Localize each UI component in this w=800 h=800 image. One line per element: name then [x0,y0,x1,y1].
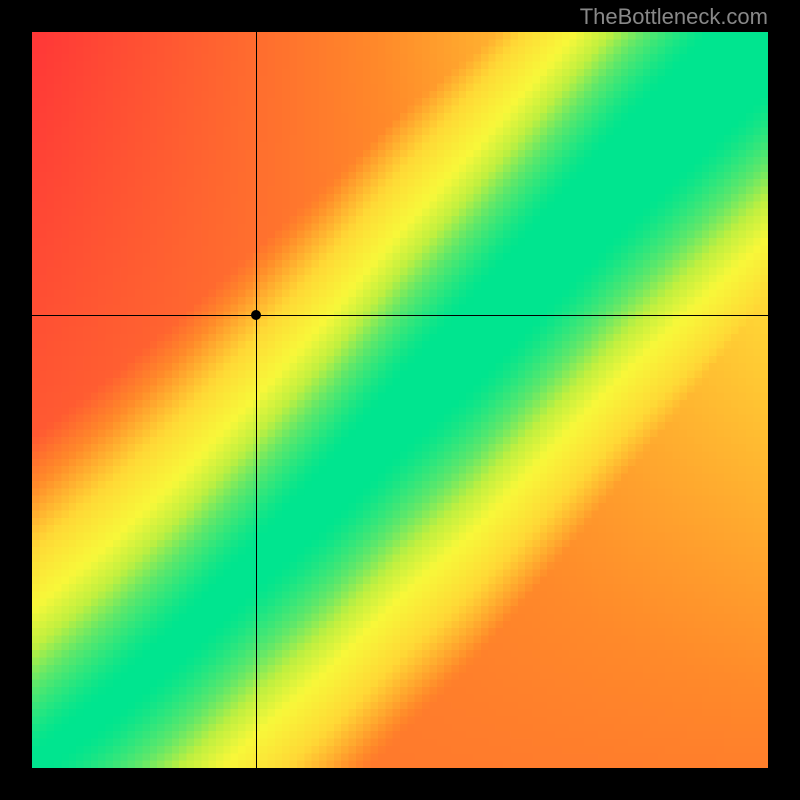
page: TheBottleneck.com [0,0,800,800]
crosshair-marker [251,310,261,320]
watermark-text: TheBottleneck.com [580,4,768,30]
heatmap-canvas [32,32,768,768]
chart-area [32,32,768,768]
crosshair-horizontal [32,315,768,316]
crosshair-vertical [256,32,257,768]
